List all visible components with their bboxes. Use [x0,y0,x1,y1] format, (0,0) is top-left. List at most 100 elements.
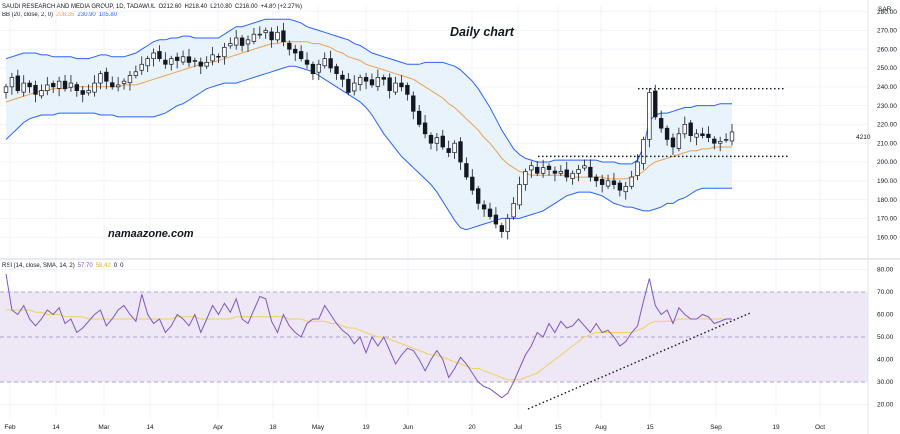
price-tick-label: 230.00 [877,103,897,110]
date-tick-label: 20 [468,424,476,431]
candle-body [169,58,174,65]
candle-body [174,56,180,61]
currency-label: SAR [878,6,892,13]
candle-body [27,82,32,88]
candle-body [3,86,9,93]
candle-body [239,37,245,46]
price-tick-label: 280.00 [877,9,897,16]
candle-body [310,63,316,75]
candle-body [157,51,162,59]
candle-body [216,56,221,58]
candle-body [588,166,593,178]
price-tick-label: 260.00 [877,46,897,53]
bb-header: BB (20, close, 2, 0) 208.35 230.90 185.80 [2,12,120,18]
rsi-tick-label: 80.00 [877,267,894,274]
candle-body [340,74,345,80]
candle-body [275,31,280,41]
candle-body [228,43,233,47]
candle-body [641,139,646,164]
candle-body [546,165,552,170]
rsi-extra-2: 0 [120,263,124,269]
candle-body [706,133,711,138]
candle-body [257,33,262,36]
candle-body [440,135,445,148]
candle-body [62,80,68,90]
candle-body [139,63,144,71]
bb-upper-value: 230.90 [77,12,96,18]
candle-body [676,133,682,149]
candle-body [493,214,499,225]
candle-body [511,203,516,218]
candle-body [416,110,422,125]
rsi-value: 57.70 [77,263,93,269]
candle-body [204,62,209,67]
candle-body [115,84,121,88]
rsi-extra-1: 0 [113,263,118,269]
candle-body [127,75,133,84]
candle-body [599,178,605,185]
price-tick-label: 250.00 [877,65,897,72]
candle-body [39,90,44,97]
price-tick-label: 240.00 [877,84,897,91]
candle-body [322,58,327,67]
candle-body [198,61,203,67]
candle-body [145,58,150,67]
rsi-sma-line [6,309,732,381]
rsi-line [5,273,732,399]
ohlc-close: C216.00 [234,4,258,10]
price-tick-label: 220.00 [877,122,897,129]
date-tick-label: Aug [595,424,607,431]
candle-body [287,42,292,50]
candle-body [700,133,705,137]
candle-body [45,84,50,91]
price-tick-label: 180.00 [877,197,897,204]
candle-body [357,77,363,85]
symbol-header: SAUDI RESEARCH AND MEDIA GROUP, 1D, TADA… [2,4,305,10]
ohlc-low: L210.80 [210,4,232,10]
candle-body [298,51,304,59]
candle-body [464,163,469,178]
candle-body [428,134,434,144]
candle-body [670,137,676,148]
candle-body [163,59,168,65]
rsi-trendline [527,311,753,410]
candle-body [617,182,623,191]
candle-body [9,77,15,88]
price-tick-label: 210.00 [877,140,897,147]
candle-body [210,54,215,62]
candle-body [33,84,38,95]
candle-body [729,131,735,142]
candle-body [487,208,493,217]
rsi-tick-label: 50.00 [877,334,894,341]
rsi-tick-label: 70.00 [877,289,894,296]
candle-body [86,90,91,94]
rsi-header: RSI (14, close, SMA, 14, 2) 57.70 58.42 0 0 [2,263,126,269]
candle-body [51,83,56,88]
candle-body [623,186,628,193]
candle-body [80,90,85,95]
rsi-tick-label: 60.00 [877,312,894,319]
candle-body [387,77,392,91]
candle-body [564,169,569,178]
date-tick-label: Jul [514,424,523,431]
date-tick-label: 19 [772,424,780,431]
candle-body [723,139,729,141]
candle-body [375,77,381,87]
date-tick-label: Apr [213,424,224,431]
candle-body [529,165,534,171]
candle-body [658,118,664,129]
candle-body [104,71,109,82]
candle-body [21,82,26,93]
candle-body [629,176,634,187]
candle-body [718,140,723,144]
rsi-tick-label: 30.00 [877,379,894,386]
bb-band-fill [6,19,732,230]
watermark-text: namaazone.com [108,228,194,240]
candle-body [499,225,504,232]
candle-body [269,31,274,41]
date-tick-label: Oct [815,424,825,431]
bb-lower-value: 185.80 [98,12,118,18]
chart-title: Daily chart [450,25,515,39]
rsi-label: RSI (14, close, SMA, 14, 2) [2,263,75,269]
